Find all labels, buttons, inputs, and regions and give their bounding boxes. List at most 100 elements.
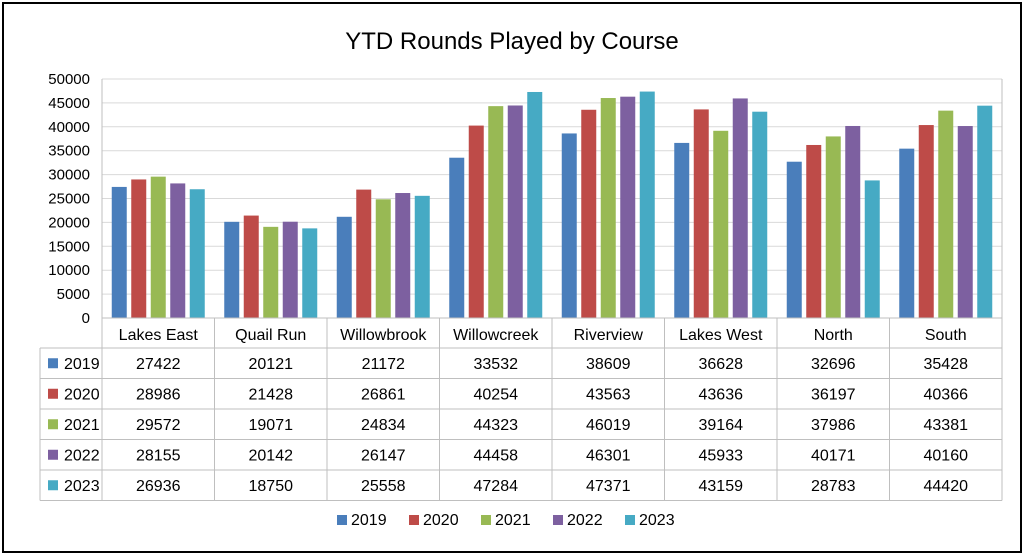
bar: [600, 98, 616, 319]
legend: 2019 2020 2021 2022 2023: [337, 512, 675, 529]
data-label: 47284: [474, 478, 519, 495]
bar: [713, 130, 729, 318]
bar: [899, 148, 915, 318]
data-label: 21428: [249, 387, 294, 404]
data-label: 29572: [136, 417, 181, 434]
data-label: 28986: [136, 387, 181, 404]
data-label: 44420: [924, 478, 969, 495]
legend-label: 2022: [567, 512, 603, 529]
bar: [864, 180, 880, 318]
bar: [243, 215, 259, 318]
y-tick-label: 35000: [48, 143, 90, 160]
table-series-label: 2022: [64, 448, 100, 465]
data-label: 32696: [811, 356, 856, 373]
category-label: Quail Run: [235, 327, 306, 344]
y-tick-label: 10000: [48, 262, 90, 279]
data-label: 46019: [586, 417, 631, 434]
bar: [561, 133, 577, 318]
data-label: 40366: [924, 387, 969, 404]
data-label: 40254: [474, 387, 519, 404]
y-tick-label: 15000: [48, 238, 90, 255]
legend-key: [553, 515, 563, 525]
table-series-label: 2019: [64, 356, 100, 373]
bar: [918, 125, 934, 318]
data-label: 36628: [699, 356, 744, 373]
bar: [336, 216, 352, 318]
bar: [488, 106, 504, 318]
legend-key: [409, 515, 419, 525]
bar: [938, 110, 954, 318]
table-series-label: 2023: [64, 478, 100, 495]
bar: [395, 193, 411, 318]
legend-label: 2021: [495, 512, 531, 529]
bar: [507, 105, 523, 319]
bar: [150, 176, 166, 318]
legend-label: 2023: [639, 512, 675, 529]
legend-key: [625, 515, 635, 525]
bars: [111, 91, 993, 319]
y-tick-label: 20000: [48, 214, 90, 231]
bar: [639, 91, 655, 318]
chart-title: YTD Rounds Played by Course: [345, 28, 679, 55]
data-label: 21172: [362, 356, 405, 373]
y-tick-label: 25000: [48, 191, 90, 208]
category-label: Willowbrook: [340, 327, 427, 344]
bar: [786, 161, 802, 318]
data-label: 18750: [249, 478, 294, 495]
legend-label: 2019: [351, 512, 387, 529]
category-label: Riverview: [574, 327, 644, 344]
bar-chart: YTD Rounds Played by Course 0 5000 10000 15…: [39, 28, 1003, 529]
bar: [375, 199, 391, 318]
data-label: 39164: [699, 417, 744, 434]
table-series-label: 2021: [64, 417, 100, 434]
data-label: 24834: [361, 417, 406, 434]
bar: [224, 221, 240, 318]
bar: [468, 125, 484, 318]
y-axis: 0 5000 10000 15000 20000 25000 30000 35000 40000…: [48, 71, 90, 327]
category-label: South: [925, 327, 967, 344]
data-label: 25558: [361, 478, 406, 495]
category-label: Willowcreek: [453, 327, 539, 344]
data-label: 40160: [924, 448, 969, 465]
bar: [170, 183, 186, 318]
bar: [693, 109, 709, 318]
category-label: Lakes East: [119, 327, 199, 344]
data-label: 47371: [586, 478, 631, 495]
bar: [977, 105, 993, 319]
data-table: Lakes East Quail Run Willowbrook Willowcree…: [39, 79, 1003, 501]
legend-key: [337, 515, 347, 525]
data-label: 43381: [924, 417, 969, 434]
category-label: North: [814, 327, 853, 344]
bar: [263, 226, 279, 318]
bar: [845, 125, 861, 318]
data-label: 43563: [586, 387, 631, 404]
legend-key: [481, 515, 491, 525]
data-label: 44323: [474, 417, 519, 434]
y-tick-label: 0: [82, 310, 90, 327]
bar: [282, 221, 298, 318]
bar: [752, 111, 768, 318]
bar: [131, 179, 147, 318]
y-tick-label: 50000: [48, 71, 90, 88]
bar: [806, 144, 822, 318]
bar: [414, 195, 430, 318]
bar: [620, 96, 636, 319]
bar: [111, 186, 127, 318]
data-label: 45933: [699, 448, 744, 465]
data-label: 40171: [811, 448, 856, 465]
y-tick-label: 45000: [48, 95, 90, 112]
data-label: 46301: [586, 448, 631, 465]
bar: [449, 157, 465, 318]
data-label: 44458: [474, 448, 519, 465]
data-label: 33532: [474, 356, 519, 373]
data-label: 19071: [249, 417, 294, 434]
data-label: 20121: [249, 356, 294, 373]
table-legend-key: [48, 480, 58, 491]
table-series-label: 2020: [64, 387, 100, 404]
bar: [674, 142, 690, 318]
table-legend-key: [48, 358, 58, 369]
y-tick-label: 5000: [57, 286, 90, 303]
legend-label: 2020: [423, 512, 459, 529]
bar: [957, 126, 973, 318]
bar: [581, 109, 597, 318]
